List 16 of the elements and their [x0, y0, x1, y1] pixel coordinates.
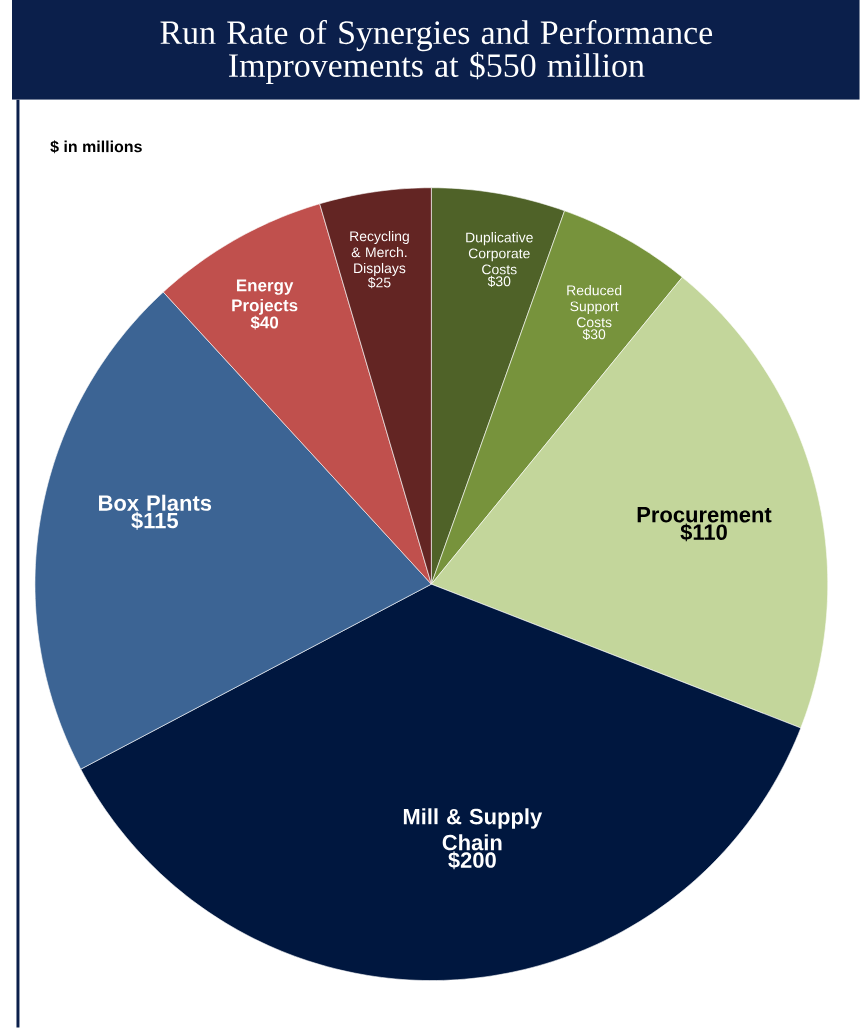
data-label: $110 — [680, 523, 728, 542]
slice-label: Recycling & Merch. Displays — [350, 230, 409, 276]
slice-label: Mill & Supply Chain — [404, 808, 543, 851]
slice-label: Energy Projects — [232, 279, 298, 315]
data-label: $115 — [131, 511, 179, 530]
chart-title: Run Rate of Synergies and Performance Improvements at $550 million — [160, 19, 713, 84]
data-label: $25 — [368, 276, 391, 289]
data-label: $30 — [582, 328, 606, 341]
text: $ in millions — [50, 140, 142, 154]
slice-label: Procurement — [637, 507, 772, 523]
data-label: $40 — [250, 315, 279, 330]
slice-label: Duplicative Corporate Costs — [466, 232, 533, 275]
slice-label: Box Plants — [99, 494, 212, 511]
slice-label: Reduced Support Costs — [567, 285, 622, 328]
data-label: $200 — [448, 851, 496, 870]
data-label: $30 — [487, 275, 511, 288]
